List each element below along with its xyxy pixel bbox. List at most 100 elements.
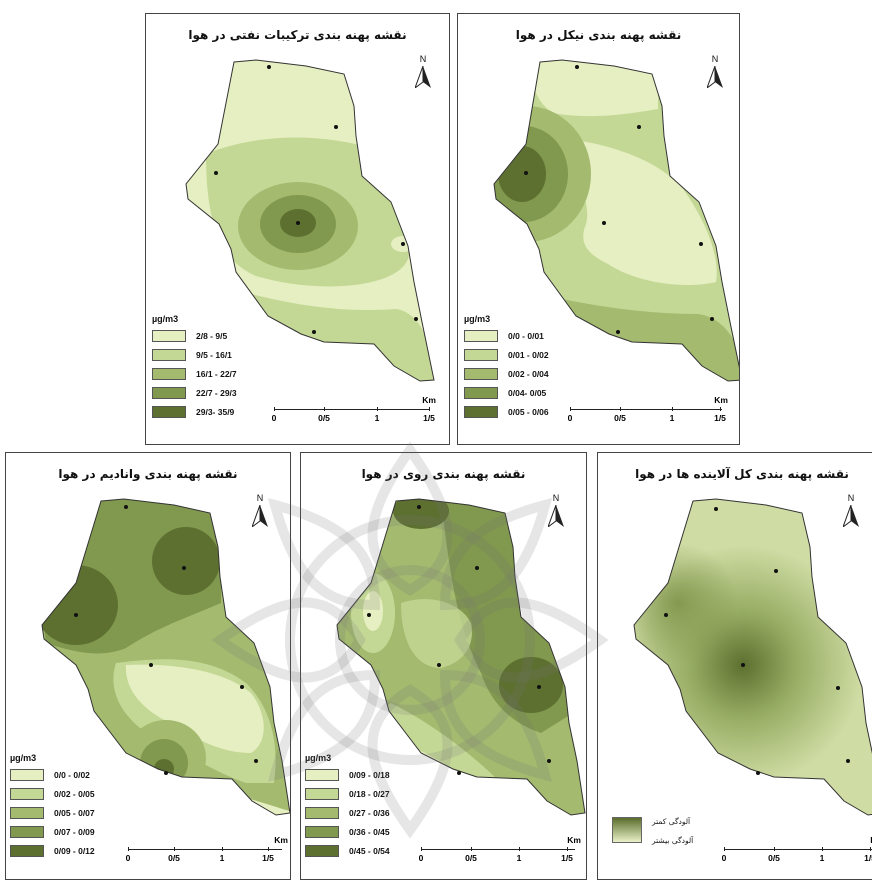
- zoning-map-total: [633, 498, 872, 816]
- legend-swatch: [305, 844, 339, 857]
- scale-bar: Km 0 0/5 1 1/5: [721, 835, 872, 865]
- map-title: نقشه پهنه بندی روی در هوا: [361, 467, 526, 481]
- map-legend: µg/m3 2/8 - 9/5 9/5 - 16/1 16/1 - 22/7 2…: [152, 314, 237, 421]
- north-arrow: N: [412, 54, 434, 90]
- north-label: N: [419, 54, 427, 64]
- legend-item: 0/05 - 0/07: [10, 803, 95, 822]
- legend-swatch: [152, 386, 186, 399]
- map-title: نقشه پهنه بندی کل آلاینده ها در هوا: [635, 467, 849, 481]
- north-arrow: N: [249, 493, 271, 529]
- legend-label: 0/02 - 0/05: [54, 788, 95, 799]
- legend-label: 0/36 - 0/45: [349, 826, 390, 837]
- legend-swatch: [464, 367, 498, 380]
- legend-item: 0/18 - 0/27: [305, 784, 390, 803]
- scale-tick-label: 1/5: [864, 853, 872, 863]
- legend-label: 0/45 - 0/54: [349, 845, 390, 856]
- zoning-map-zinc: [336, 498, 586, 816]
- legend-swatch: [10, 768, 44, 781]
- scale-tick-label: 1: [374, 413, 380, 423]
- legend-item: 0/45 - 0/54: [305, 841, 390, 860]
- legend-item: 0/27 - 0/36: [305, 803, 390, 822]
- scale-bar: Km 0 0/5 1 1/5: [567, 395, 728, 425]
- scale-tick-label: 1: [819, 853, 825, 863]
- legend-item: 0/36 - 0/45: [305, 822, 390, 841]
- north-arrow: N: [545, 493, 567, 529]
- legend-label: 0/09 - 0/18: [349, 769, 390, 780]
- legend-label: 2/8 - 9/5: [196, 330, 228, 341]
- scale-tick-label: 0: [418, 853, 424, 863]
- legend-swatch: [305, 806, 339, 819]
- scale-bar: Km 0 0/5 1 1/5: [126, 835, 288, 865]
- legend-item: 0/04- 0/05: [464, 383, 549, 402]
- map-panel-nickel: نقشه پهنه بندی نیکل در هوا N µg/m3 0/0 -…: [457, 13, 740, 445]
- north-label: N: [552, 493, 560, 503]
- scale-tick-label: 0/5: [768, 853, 780, 863]
- legend-item: 0/05 - 0/06: [464, 402, 549, 421]
- legend-swatch: [10, 787, 44, 800]
- legend-label: 0/18 - 0/27: [349, 788, 390, 799]
- legend-label: 0/0 - 0/02: [54, 769, 90, 780]
- north-arrow-icon: [415, 66, 431, 88]
- legend-item: 0/09 - 0/12: [10, 841, 95, 860]
- legend-item: 0/0 - 0/01: [464, 326, 549, 345]
- scale-tick-label: 1/5: [561, 853, 573, 863]
- legend-item: 9/5 - 16/1: [152, 345, 237, 364]
- north-label: N: [256, 493, 264, 503]
- legend-swatch: [152, 367, 186, 380]
- north-label: N: [711, 54, 719, 64]
- scale-tick-label: 1/5: [714, 413, 726, 423]
- scale-unit: Km: [714, 395, 728, 405]
- legend-swatch: [305, 768, 339, 781]
- legend-swatch: [152, 405, 186, 418]
- legend-swatch: [305, 787, 339, 800]
- legend-swatch: [10, 844, 44, 857]
- map-legend: µg/m3 0/09 - 0/18 0/18 - 0/27 0/27 - 0/3…: [305, 753, 390, 860]
- map-title: نقشه پهنه بندی وانادیم در هوا: [58, 467, 238, 481]
- legend-label: 0/0 - 0/01: [508, 330, 544, 341]
- zoning-map-nickel: [493, 59, 739, 382]
- legend-label: 22/7 - 29/3: [196, 387, 237, 398]
- gradient-label-high: آلودگی بیشتر: [652, 836, 694, 845]
- legend-swatch: [10, 825, 44, 838]
- legend-swatch: [464, 386, 498, 399]
- legend-item: 0/09 - 0/18: [305, 765, 390, 784]
- scale-bar: Km 0 0/5 1 1/5: [272, 395, 436, 425]
- legend-item: 0/0 - 0/02: [10, 765, 95, 784]
- legend-label: 0/02 - 0/04: [508, 368, 549, 379]
- legend-label: 29/3- 35/9: [196, 406, 235, 417]
- legend-label: 0/07 - 0/09: [54, 826, 95, 837]
- scale-unit: Km: [567, 835, 581, 845]
- legend-label: 0/01 - 0/02: [508, 349, 549, 360]
- legend-unit: µg/m3: [152, 314, 179, 324]
- scale-unit: Km: [870, 835, 872, 845]
- north-label: N: [847, 493, 855, 503]
- scale-tick-label: 0/5: [465, 853, 477, 863]
- map-legend: µg/m3 0/0 - 0/01 0/01 - 0/02 0/02 - 0/04…: [464, 314, 549, 421]
- legend-label: 0/05 - 0/06: [508, 406, 549, 417]
- map-panel-vanadium: نقشه پهنه بندی وانادیم در هوا N µg/m3 0/…: [5, 452, 291, 880]
- north-arrow-icon: [548, 505, 564, 527]
- zoning-map-petroleum: [185, 59, 435, 382]
- legend-swatch: [152, 348, 186, 361]
- legend-swatch: [464, 329, 498, 342]
- legend-label: 9/5 - 16/1: [196, 349, 232, 360]
- scale-tick-label: 1/5: [262, 853, 274, 863]
- legend-item: 16/1 - 22/7: [152, 364, 237, 383]
- scale-bar: Km 0 0/5 1 1/5: [418, 835, 581, 865]
- scale-unit: Km: [274, 835, 288, 845]
- legend-label: 0/04- 0/05: [508, 387, 547, 398]
- north-arrow-icon: [252, 505, 268, 527]
- scale-tick-label: 1: [516, 853, 522, 863]
- legend-unit: µg/m3: [464, 314, 491, 324]
- legend-swatch: [10, 806, 44, 819]
- map-legend: µg/m3 0/0 - 0/02 0/02 - 0/05 0/05 - 0/07…: [10, 753, 95, 860]
- legend-swatch: [464, 348, 498, 361]
- legend-item: 0/01 - 0/02: [464, 345, 549, 364]
- legend-swatch: [305, 825, 339, 838]
- legend-unit: µg/m3: [10, 753, 37, 763]
- scale-tick-label: 0/5: [168, 853, 180, 863]
- scale-tick-label: 0: [721, 853, 727, 863]
- gradient-bar: [612, 817, 642, 843]
- scale-tick-label: 0: [567, 413, 573, 423]
- legend-label: 16/1 - 22/7: [196, 368, 237, 379]
